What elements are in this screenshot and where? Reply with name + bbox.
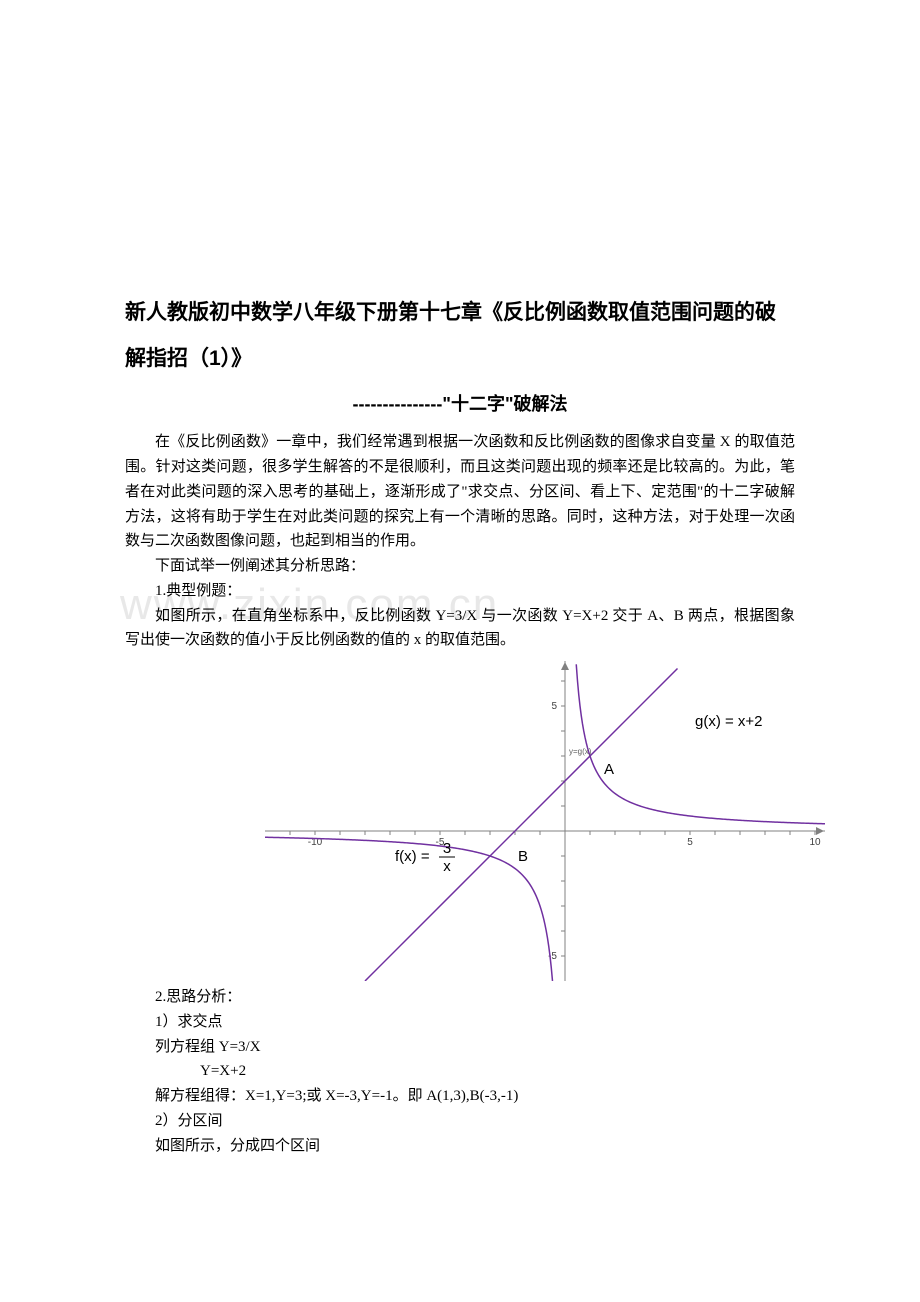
svg-text:y=g(x): y=g(x) [569, 747, 592, 756]
equation-1: 列方程组 Y=3/X [125, 1035, 795, 1060]
subtitle-row: ---------------"十二字"破解法 [125, 390, 795, 416]
example-label: 1.典型例题： [125, 579, 795, 604]
svg-text:g(x) = x+2: g(x) = x+2 [695, 713, 763, 730]
svg-text:A: A [604, 761, 614, 778]
step-2-desc: 如图所示，分成四个区间 [125, 1134, 795, 1159]
subtitle-dashes: --------------- [353, 394, 443, 414]
chart-svg: -10-55105-5g(x) = x+2f(x) = 3xy=g(x)AB [265, 661, 825, 981]
step-1: 1）求交点 [125, 1010, 795, 1035]
svg-text:10: 10 [809, 837, 821, 848]
svg-text:3: 3 [443, 840, 451, 857]
example-text: 如图所示，在直角坐标系中，反比例函数 Y=3/X 与一次函数 Y=X+2 交于 … [125, 604, 795, 654]
solution-line: 解方程组得：X=1,Y=3;或 X=-3,Y=-1。即 A(1,3),B(-3,… [125, 1084, 795, 1109]
subtitle-text: "十二字"破解法 [442, 394, 567, 414]
svg-text:5: 5 [687, 837, 693, 848]
paragraph-lead: 下面试举一例阐述其分析思路： [125, 554, 795, 579]
document-body: 新人教版初中数学八年级下册第十七章《反比例函数取值范围问题的破解指招（1）》 -… [0, 0, 920, 1158]
svg-text:5: 5 [551, 701, 557, 712]
svg-text:x: x [443, 858, 451, 875]
svg-text:f(x) =: f(x) = [395, 848, 430, 865]
step-2: 2）分区间 [125, 1109, 795, 1134]
function-chart: -10-55105-5g(x) = x+2f(x) = 3xy=g(x)AB [265, 661, 825, 981]
equation-2: Y=X+2 [125, 1059, 795, 1084]
paragraph-intro: 在《反比例函数》一章中，我们经常遇到根据一次函数和反比例函数的图像求自变量 X … [125, 430, 795, 554]
main-title: 新人教版初中数学八年级下册第十七章《反比例函数取值范围问题的破解指招（1）》 [125, 290, 795, 382]
svg-text:B: B [518, 848, 528, 865]
analysis-label: 2.思路分析： [125, 985, 795, 1010]
